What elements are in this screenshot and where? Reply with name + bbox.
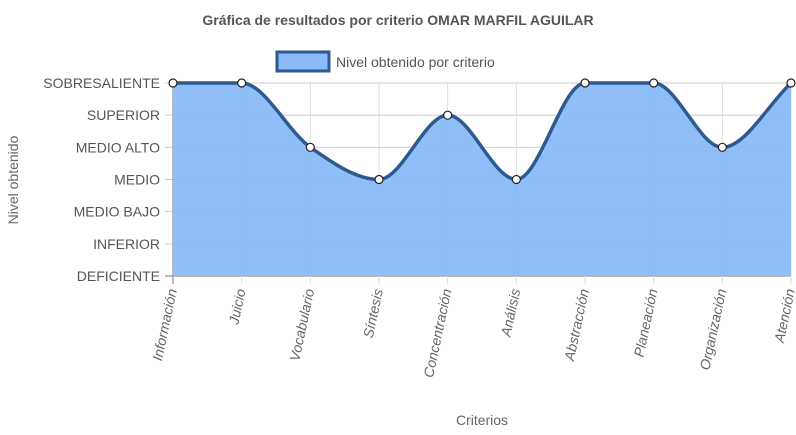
x-axis-title: Criterios	[456, 412, 508, 428]
x-tick-label: Abstracción	[561, 287, 592, 363]
data-point[interactable]	[374, 174, 384, 185]
data-points	[168, 78, 796, 185]
x-tick-label: Juicio	[225, 287, 248, 327]
y-tick-label: MEDIO BAJO	[74, 204, 160, 220]
x-tick-label: Organización	[696, 287, 729, 371]
data-point[interactable]	[237, 78, 247, 88]
data-point[interactable]	[649, 78, 659, 88]
x-axis-ticks: Información Juicio Vocabulario Síntesis Conc…	[149, 287, 796, 379]
data-point[interactable]	[511, 174, 521, 185]
x-tick-label: Planeación	[631, 287, 661, 358]
x-tick-label: Análisis	[497, 287, 523, 339]
y-tick-label: DEFICIENTE	[77, 268, 160, 284]
data-point[interactable]	[168, 78, 178, 88]
x-tick-label: Vocabulario	[286, 287, 317, 362]
y-axis-title: Nivel obtenido	[5, 135, 21, 224]
series-area	[173, 83, 791, 276]
x-tick-label: Síntesis	[360, 287, 386, 339]
y-tick-label: SOBRESALIENTE	[43, 75, 160, 91]
y-tick-label: MEDIO ALTO	[76, 139, 160, 155]
data-point[interactable]	[580, 78, 590, 88]
x-tick-label: Información	[149, 287, 180, 362]
x-tick-label: Concentración	[420, 287, 454, 379]
data-point[interactable]	[786, 78, 796, 88]
series-line	[173, 81, 793, 182]
data-point[interactable]	[305, 142, 315, 152]
chart-title: Gráfica de resultados por criterio OMAR …	[202, 12, 593, 28]
y-axis-ticks: DEFICIENTE INFERIOR MEDIO BAJO MEDIO MEDIO A…	[43, 75, 160, 284]
data-point[interactable]	[717, 142, 727, 152]
legend-label: Nivel obtenido por criterio	[336, 54, 495, 70]
y-tick-label: MEDIO	[114, 172, 160, 188]
data-point[interactable]	[443, 110, 453, 120]
area-layer	[173, 81, 793, 276]
legend-swatch	[275, 50, 331, 73]
x-tick-label: Atención	[771, 287, 796, 345]
legend[interactable]: Nivel obtenido por criterio	[275, 50, 495, 73]
y-tick-label: INFERIOR	[93, 236, 160, 252]
y-tick-label: SUPERIOR	[87, 107, 160, 123]
